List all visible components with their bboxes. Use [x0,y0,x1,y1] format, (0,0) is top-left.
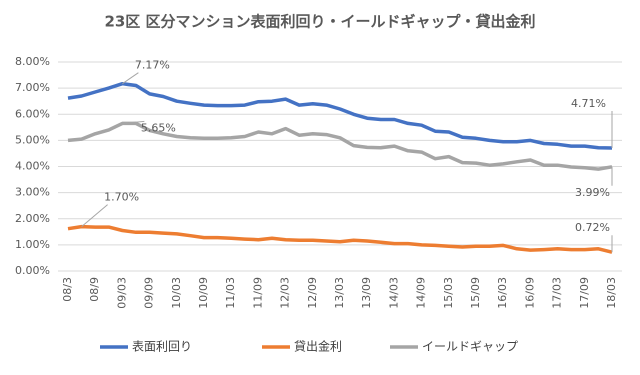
x-tick-label: 14/09 [415,277,428,309]
legend-label: 貸出金利 [294,339,342,354]
y-tick-label: 0.00% [15,264,50,277]
x-tick-label: 08/9 [88,277,101,302]
x-tick-label: 17/09 [578,277,591,309]
y-tick-label: 6.00% [15,107,50,120]
x-tick-label: 09/03 [115,277,128,309]
x-tick-label: 13/03 [333,277,346,309]
leader-line [122,120,145,124]
data-label: 4.71% [571,97,606,110]
y-tick-label: 2.00% [15,212,50,225]
x-tick-label: 17/03 [551,277,564,309]
legend-label: イールドギャップ [422,340,518,354]
x-tick-label: 18/03 [605,277,618,309]
x-tick-label: 16/09 [523,277,536,309]
x-tick-label: 10/03 [170,277,183,309]
x-tick-label: 09/09 [143,277,156,309]
x-tick-label: 14/03 [387,277,400,309]
chart-title: 23区 区分マンション表面利回り・イールドギャップ・貸出金利 [104,13,535,31]
series-line [67,224,613,254]
y-tick-label: 3.00% [15,186,50,199]
legend-label: 表面利回り [132,340,192,354]
y-tick-label: 8.00% [15,55,50,68]
data-label: 1.70% [104,191,139,204]
x-tick-label: 12/09 [306,277,319,309]
x-tick-label: 15/03 [442,277,455,309]
leader-line [81,204,108,227]
x-tick-label: 16/03 [496,277,509,309]
series-line [67,81,613,150]
y-tick-label: 5.00% [15,133,50,146]
x-tick-label: 15/09 [469,277,482,309]
data-label: 3.99% [575,186,610,199]
x-tick-label: 13/09 [360,277,373,309]
y-tick-label: 4.00% [15,160,50,173]
x-tick-label: 11/09 [251,277,264,309]
y-tick-label: 1.00% [15,238,50,251]
x-tick-label: 12/03 [279,277,292,309]
data-label: 0.72% [575,221,610,234]
x-tick-label: 08/3 [61,277,74,302]
leader-line [122,72,139,85]
x-tick-label: 11/03 [224,277,237,309]
data-label: 7.17% [135,59,170,72]
series-line [67,121,613,171]
data-label: 5.65% [141,121,176,134]
y-tick-label: 7.00% [15,81,50,94]
x-tick-label: 10/09 [197,277,210,309]
